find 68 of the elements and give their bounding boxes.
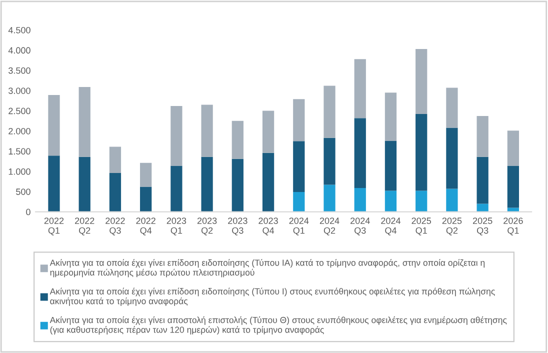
bar: [507, 166, 520, 208]
bar: [354, 59, 366, 118]
y-tick-label: 3.500: [8, 67, 30, 74]
x-tick-label: 2022 Q3: [106, 218, 125, 236]
bar: [324, 138, 336, 185]
bar: [109, 173, 122, 212]
x-tick-label: 2024 Q4: [381, 218, 401, 236]
bar: [446, 188, 458, 212]
y-tick-label: 1.500: [8, 148, 30, 155]
bar: [170, 106, 182, 166]
bar: [446, 88, 458, 128]
bar: [262, 152, 274, 212]
bar: [354, 118, 366, 188]
bar: [354, 188, 366, 212]
bar: [293, 192, 305, 212]
bar: [262, 110, 274, 153]
bar: [324, 184, 336, 212]
x-tick-label: 2023 Q3: [228, 218, 248, 236]
bar: [293, 141, 305, 192]
bar: [78, 156, 90, 212]
bar: [324, 86, 336, 138]
bar: [78, 86, 90, 157]
x-tick-label: 2025 Q3: [472, 218, 492, 236]
legend-label: Ακίνητα για τα οποία έχει γίνει αποστολή επιστολής (Τύπου Θ) στους ενυπόθηκους οφειλέτες για ενημέρωση αθέτησης (για καθυστερήσεις πέραν των 120 ημερών) κατά το τρίμηνο αναφοράς: [50, 316, 507, 335]
bar: [201, 104, 213, 157]
bar: [140, 162, 152, 187]
bar: [170, 166, 182, 212]
legend-label: Ακίνητα για τα οποία έχει γίνει επίδοση ειδοποίησης (Τύπου ΙΑ) κατά το τρίμηνο αναφοράς, στην οποία ορίζεται η ημερομηνία πώλησης μέσω πρώτου πλειστηριασμού: [50, 259, 485, 278]
y-tick-label: 2.500: [8, 108, 30, 114]
x-tick-label: 2025 Q1: [412, 218, 432, 236]
bar: [109, 146, 122, 174]
y-tick-label: 2.000: [8, 128, 30, 134]
bar: [476, 116, 488, 157]
x-tick-label: 2023 Q4: [258, 218, 278, 236]
x-tick-label: 2022 Q1: [44, 218, 64, 236]
bar: [384, 92, 397, 141]
y-tick-label: 4.500: [8, 26, 30, 34]
y-tick-label: 4.000: [8, 47, 30, 54]
x-tick-label: 2022 Q4: [136, 218, 156, 236]
legend-label: Ακίνητα για τα οποία έχει γίνει επίδοση ειδοποίησης (Τύπου Ι) στους ενυπόθηκους οφειλέτες για πρόθεση πώλησης ακινήτου κατά το τρίμηνο αναφοράς: [50, 288, 495, 306]
bar: [416, 48, 428, 114]
x-tick-label: 2024 Q1: [289, 218, 309, 236]
x-tick-label: 2026 Q1: [504, 218, 523, 236]
x-tick-label: 2022 Q2: [75, 218, 94, 236]
bar: [48, 95, 60, 156]
x-tick-label: 2024 Q2: [320, 218, 340, 236]
bar: [416, 114, 428, 191]
x-tick-label: 2025 Q2: [442, 218, 462, 236]
bar: [293, 99, 305, 142]
bar: [201, 156, 213, 212]
bar: [476, 204, 488, 212]
x-tick-label: 2023 Q2: [197, 218, 217, 236]
bar: [384, 190, 397, 212]
y-tick-label: 3.000: [8, 88, 30, 94]
y-tick-label: 500: [16, 188, 30, 195]
bar: [416, 190, 428, 212]
bar: [48, 156, 60, 212]
bar: [446, 128, 458, 189]
bar: [232, 120, 244, 159]
bar: [507, 130, 520, 166]
y-tick-label: 0: [26, 208, 30, 216]
bar: [476, 156, 488, 204]
x-tick-label: 2024 Q3: [350, 218, 370, 236]
y-tick-label: 1.000: [8, 168, 30, 175]
bar: [384, 140, 397, 191]
bar: [232, 158, 244, 212]
bar: [140, 186, 152, 212]
x-tick-label: 2023 Q1: [166, 218, 186, 236]
